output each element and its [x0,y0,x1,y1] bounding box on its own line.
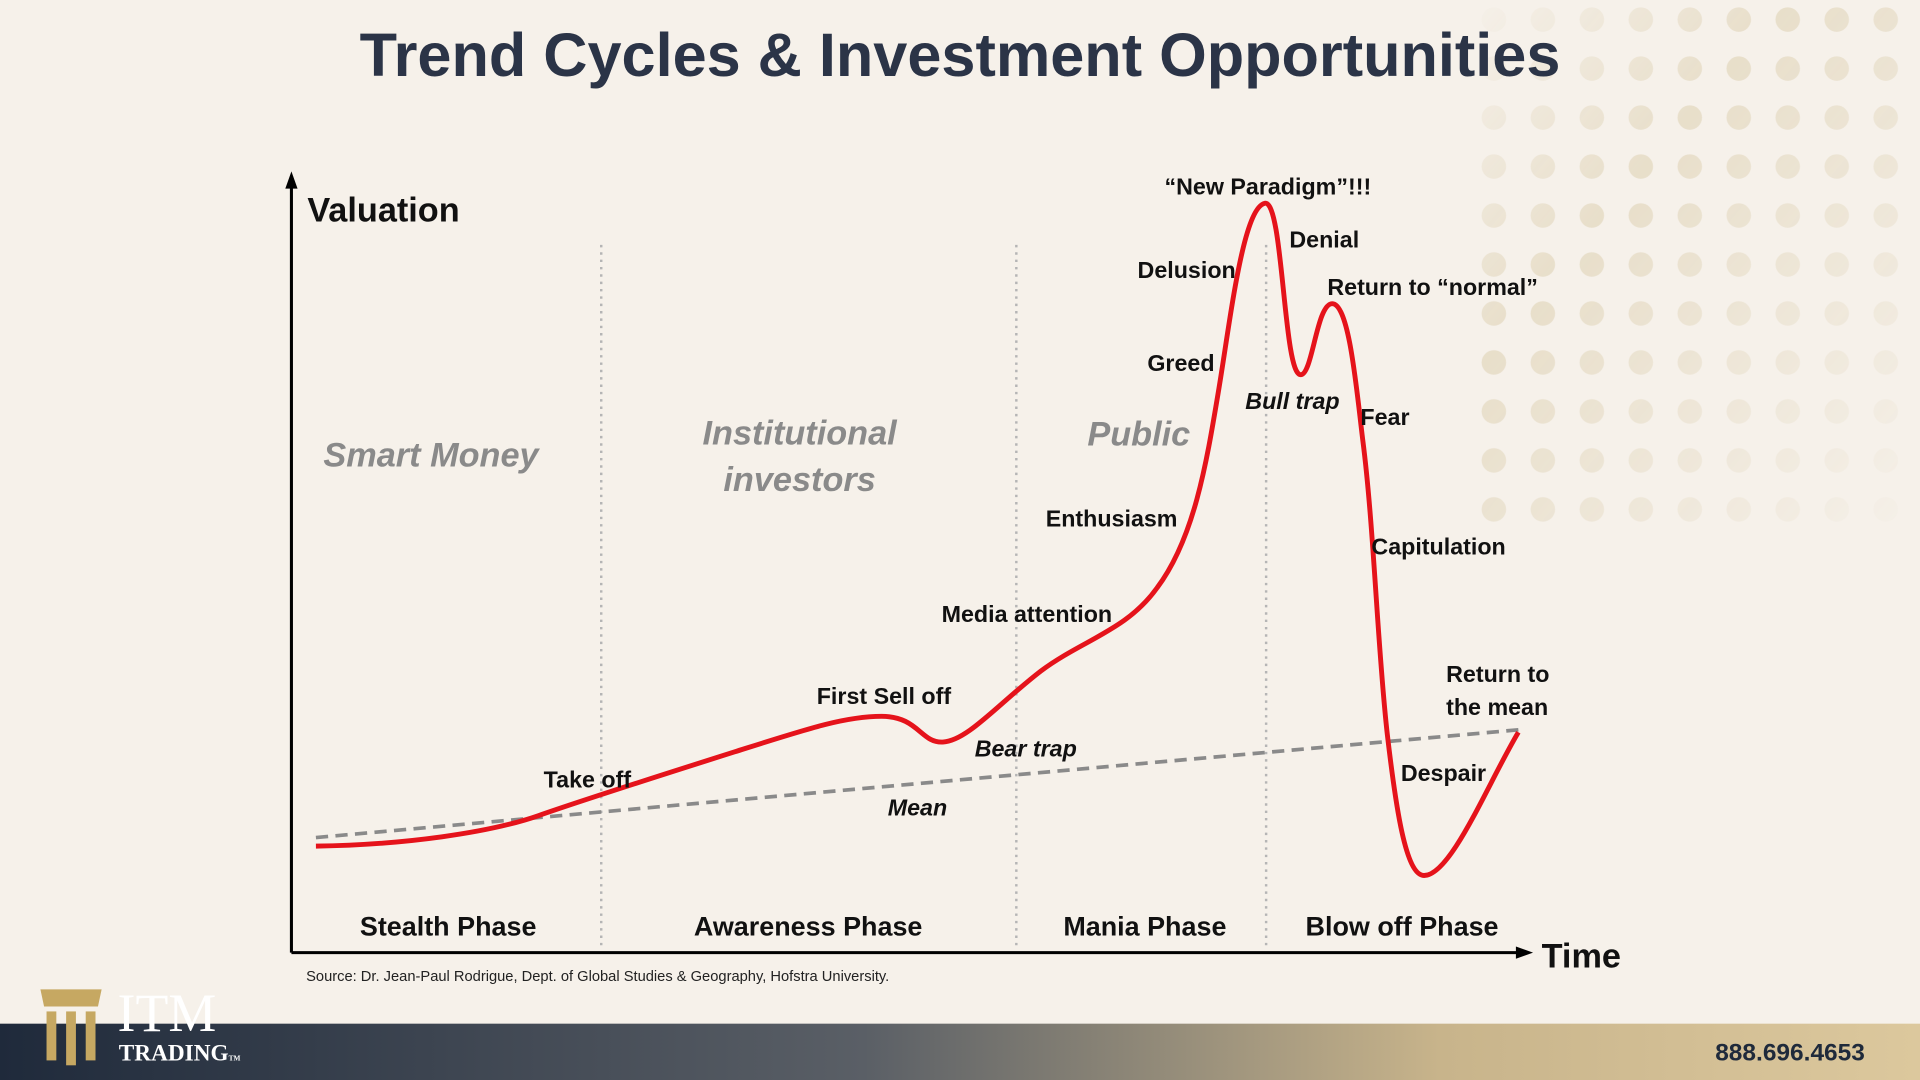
annotation: Greed [1147,350,1214,376]
text-line: Public [1087,416,1190,454]
annotation: Bull trap [1245,388,1339,414]
phone: 888.696.4653 [1715,1039,1865,1066]
logo-subtext: TRADINGTM [119,1040,241,1066]
group-label: Smart Money [323,437,540,475]
text-line: the mean [1446,694,1548,720]
annotation: Mean [888,795,947,821]
phase-label: Mania Phase [1063,912,1226,942]
annotation: Delusion [1138,257,1236,283]
annotation: Fear [1360,404,1409,430]
annotations: “New Paradigm”!!! Denial Delusion Return… [544,174,1550,821]
annotation: Capitulation [1371,534,1505,560]
x-axis-label: Time [1542,937,1621,975]
group-label: Public [1087,416,1190,454]
phase-label: Stealth Phase [360,912,537,942]
y-axis-label: Valuation [307,192,459,230]
annotation: Media attention [942,601,1113,627]
logo-text: ITM [118,983,217,1043]
phase-label: Blow off Phase [1306,912,1499,942]
footer-bar [0,1023,1920,1080]
annotation: Despair [1401,760,1486,786]
annotation: Take off [544,766,632,792]
text-line: Institutional [703,414,899,452]
annotation: Return to “normal” [1327,274,1538,300]
annotation: “New Paradigm”!!! [1164,174,1371,200]
annotation: First Sell off [817,683,952,709]
text-line: Smart Money [323,437,540,475]
mean-line [315,727,1519,840]
text-line: investors [723,461,875,499]
annotation: Return to the mean [1446,661,1549,720]
annotation: Bear trap [975,736,1077,762]
y-arrow [285,171,298,189]
annotation: Enthusiasm [1046,506,1178,532]
phase-label: Awareness Phase [694,912,923,942]
source: Source: Dr. Jean-Paul Rodrigue, Dept. of… [306,969,889,985]
title: Trend Cycles & Investment Opportunities [360,21,1561,89]
text-line: Return to [1446,661,1549,687]
text-line: TM [229,1053,241,1062]
group-label: Institutional investors [703,414,899,499]
decor-dots [1469,0,1920,539]
trend-curve [315,200,1521,878]
text-line: TRADING [119,1040,229,1066]
x-arrow [1515,946,1534,959]
annotation: Denial [1289,226,1359,252]
logo-icon [40,989,102,1066]
